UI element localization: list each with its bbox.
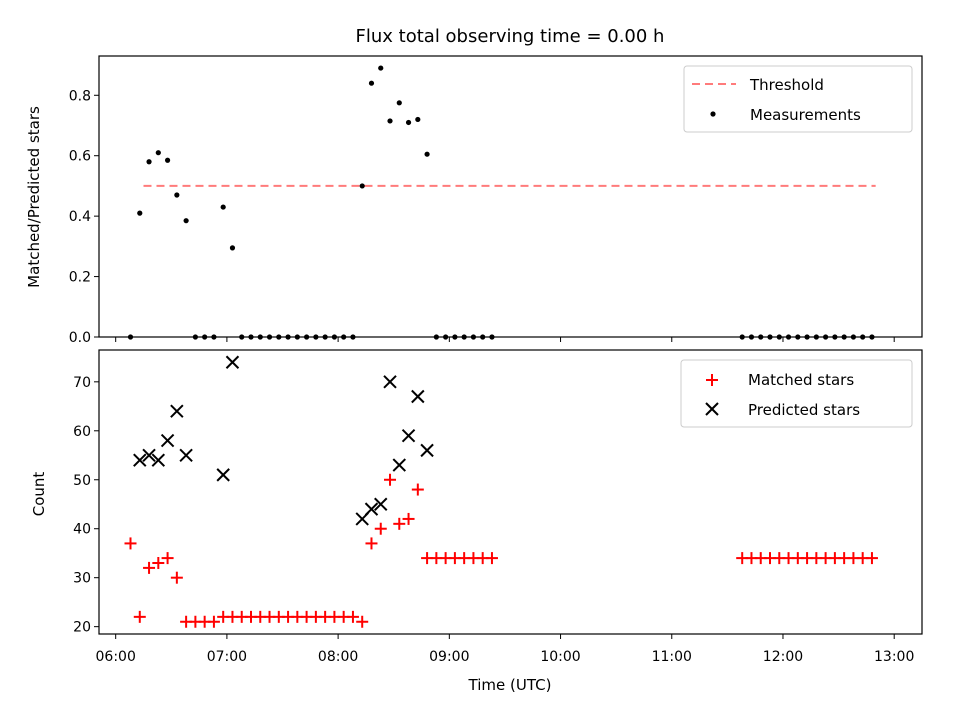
legend-matched-label: Matched stars bbox=[748, 371, 854, 389]
predicted-star-point bbox=[383, 375, 397, 389]
matched-star-point bbox=[374, 522, 387, 535]
matched-star-point bbox=[346, 610, 359, 623]
measurement-point bbox=[155, 150, 161, 156]
predicted-star-point bbox=[170, 404, 184, 418]
matched-star-point bbox=[365, 537, 378, 550]
top-y-axis-label: Matched/Predicted stars bbox=[25, 106, 43, 288]
bottom-y-axis: 20 30 40 50 60 70 bbox=[73, 375, 99, 636]
top-y-tick-label: 0.8 bbox=[69, 88, 91, 104]
x-tick-label: 12:00 bbox=[763, 649, 803, 665]
measurement-point bbox=[220, 204, 226, 210]
x-tick-label: 06:00 bbox=[96, 649, 136, 665]
measurement-point bbox=[424, 151, 430, 157]
legend-threshold-label: Threshold bbox=[749, 76, 824, 94]
legend-measurements-label: Measurements bbox=[750, 106, 861, 124]
predicted-star-point bbox=[179, 448, 193, 462]
legend-matched-swatch bbox=[706, 374, 718, 386]
chart-title: Flux total observing time = 0.00 h bbox=[356, 26, 665, 47]
measurement-point bbox=[359, 183, 365, 189]
measurement-point bbox=[368, 80, 375, 86]
x-tick-label: 10:00 bbox=[540, 649, 580, 665]
measurement-point bbox=[146, 159, 152, 165]
measurement-point bbox=[415, 116, 421, 123]
matched-star-point bbox=[402, 512, 415, 525]
matched-star-point bbox=[133, 610, 146, 623]
bottom-y-tick-label: 60 bbox=[73, 424, 91, 440]
predicted-star-point bbox=[216, 468, 230, 482]
top-y-axis: 0.0 0.2 0.4 0.6 0.8 bbox=[69, 88, 99, 346]
matched-star-point bbox=[124, 537, 137, 550]
bottom-plot-area bbox=[124, 355, 878, 628]
x-tick-label: 08:00 bbox=[318, 649, 358, 665]
predicted-star-point bbox=[420, 443, 434, 458]
predicted-star-point bbox=[401, 428, 416, 443]
top-axes-frame bbox=[98, 55, 923, 338]
top-y-tick-label: 0.0 bbox=[69, 330, 91, 346]
predicted-star-point bbox=[392, 458, 406, 472]
x-tick-label: 07:00 bbox=[207, 649, 247, 665]
matched-star-point bbox=[207, 615, 220, 628]
bottom-y-tick-label: 30 bbox=[73, 571, 91, 587]
predicted-star-point bbox=[411, 389, 425, 404]
matched-star-point bbox=[865, 552, 878, 565]
matched-star-point bbox=[152, 557, 165, 569]
bottom-legend: Matched stars Predicted stars bbox=[680, 359, 913, 428]
bottom-y-tick-label: 20 bbox=[73, 620, 91, 636]
matched-star-point bbox=[170, 571, 183, 584]
measurement-point bbox=[137, 210, 143, 216]
legend-predicted-swatch bbox=[705, 402, 719, 416]
matched-star-point bbox=[485, 552, 498, 565]
bottom-y-axis-label: Count bbox=[30, 472, 48, 517]
measurement-point bbox=[183, 218, 189, 224]
x-tick-label: 11:00 bbox=[652, 649, 692, 665]
top-y-tick-label: 0.2 bbox=[69, 270, 91, 286]
predicted-star-point bbox=[374, 497, 388, 511]
x-axis-label: Time (UTC) bbox=[468, 676, 552, 694]
predicted-star-point bbox=[364, 502, 379, 516]
x-tick-label: 09:00 bbox=[429, 649, 469, 665]
bottom-x-axis: 06:00 07:00 08:00 09:00 10:00 11:00 12:00 13:00 bbox=[96, 634, 914, 665]
top-legend: Threshold Measurements bbox=[683, 65, 913, 133]
top-y-tick-label: 0.6 bbox=[69, 149, 91, 165]
matched-star-point bbox=[393, 517, 406, 530]
predicted-star-point bbox=[133, 453, 147, 467]
top-x-axis-ticks bbox=[115, 337, 895, 342]
measurement-point bbox=[396, 100, 402, 106]
matched-star-point bbox=[411, 483, 424, 496]
matched-star-point bbox=[143, 561, 156, 574]
measurement-point bbox=[229, 245, 236, 251]
bottom-y-tick-label: 70 bbox=[73, 375, 91, 391]
measurement-point bbox=[174, 192, 180, 198]
measurement-point bbox=[378, 65, 384, 71]
matched-star-point bbox=[356, 615, 369, 628]
measurement-point bbox=[164, 157, 171, 163]
predicted-star-point bbox=[225, 355, 240, 369]
predicted-star-point bbox=[151, 453, 166, 467]
bottom-y-tick-label: 50 bbox=[73, 473, 91, 489]
x-tick-label: 13:00 bbox=[874, 649, 914, 665]
predicted-star-point bbox=[160, 433, 175, 448]
predicted-star-point bbox=[142, 448, 156, 462]
bottom-axes-frame bbox=[98, 349, 923, 635]
measurement-point bbox=[387, 118, 393, 124]
matched-star-point bbox=[384, 473, 397, 486]
top-y-tick-label: 0.4 bbox=[69, 209, 91, 225]
legend-measurements-swatch bbox=[710, 111, 716, 117]
measurement-point bbox=[405, 119, 412, 126]
matched-star-point bbox=[161, 552, 174, 565]
legend-predicted-label: Predicted stars bbox=[748, 401, 860, 419]
bottom-y-tick-label: 40 bbox=[73, 522, 91, 538]
